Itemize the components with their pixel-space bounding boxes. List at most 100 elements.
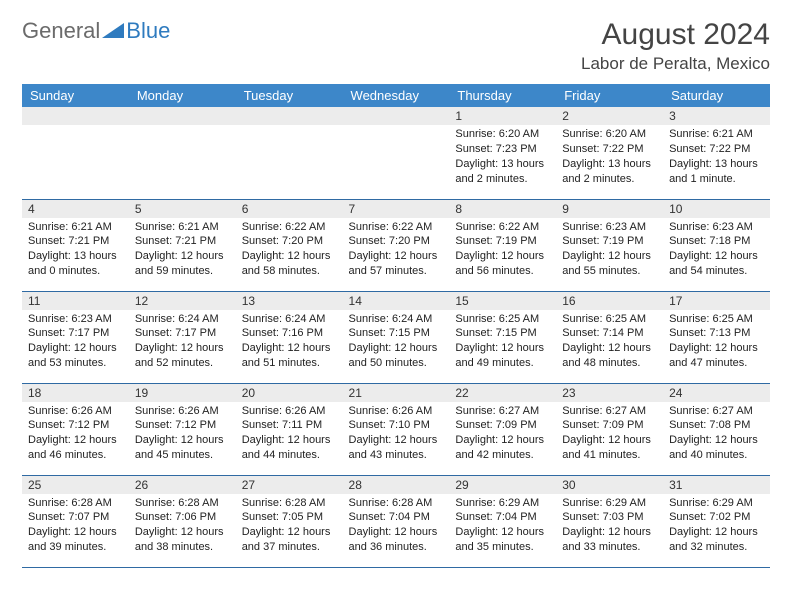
calendar-day-cell [343, 107, 450, 199]
day-content: Sunrise: 6:29 AMSunset: 7:04 PMDaylight:… [449, 494, 556, 559]
calendar-body: 1Sunrise: 6:20 AMSunset: 7:23 PMDaylight… [22, 107, 770, 567]
daylight-line: Daylight: 12 hours and 46 minutes. [28, 433, 123, 463]
calendar-table: SundayMondayTuesdayWednesdayThursdayFrid… [22, 84, 770, 568]
calendar-day-cell: 20Sunrise: 6:26 AMSunset: 7:11 PMDayligh… [236, 383, 343, 475]
calendar-day-cell: 10Sunrise: 6:23 AMSunset: 7:18 PMDayligh… [663, 199, 770, 291]
day-content: Sunrise: 6:25 AMSunset: 7:15 PMDaylight:… [449, 310, 556, 375]
sunset-line: Sunset: 7:06 PM [135, 510, 230, 525]
sunset-line: Sunset: 7:08 PM [669, 418, 764, 433]
day-number: 21 [343, 384, 450, 402]
day-number: 24 [663, 384, 770, 402]
weekday-header: Monday [129, 84, 236, 107]
sunset-line: Sunset: 7:15 PM [455, 326, 550, 341]
day-content: Sunrise: 6:27 AMSunset: 7:09 PMDaylight:… [449, 402, 556, 467]
day-number: 15 [449, 292, 556, 310]
daylight-line: Daylight: 12 hours and 48 minutes. [562, 341, 657, 371]
sunset-line: Sunset: 7:10 PM [349, 418, 444, 433]
daylight-line: Daylight: 12 hours and 39 minutes. [28, 525, 123, 555]
calendar-week-row: 18Sunrise: 6:26 AMSunset: 7:12 PMDayligh… [22, 383, 770, 475]
calendar-day-cell: 6Sunrise: 6:22 AMSunset: 7:20 PMDaylight… [236, 199, 343, 291]
sunset-line: Sunset: 7:09 PM [455, 418, 550, 433]
sunset-line: Sunset: 7:22 PM [562, 142, 657, 157]
day-number: 10 [663, 200, 770, 218]
sunrise-line: Sunrise: 6:27 AM [455, 404, 550, 419]
sunset-line: Sunset: 7:14 PM [562, 326, 657, 341]
calendar-day-cell: 30Sunrise: 6:29 AMSunset: 7:03 PMDayligh… [556, 475, 663, 567]
day-number: 3 [663, 107, 770, 125]
calendar-day-cell: 12Sunrise: 6:24 AMSunset: 7:17 PMDayligh… [129, 291, 236, 383]
sunrise-line: Sunrise: 6:22 AM [455, 220, 550, 235]
sunrise-line: Sunrise: 6:21 AM [135, 220, 230, 235]
sunset-line: Sunset: 7:07 PM [28, 510, 123, 525]
sunrise-line: Sunrise: 6:28 AM [242, 496, 337, 511]
daylight-line: Daylight: 12 hours and 42 minutes. [455, 433, 550, 463]
weekday-header: Saturday [663, 84, 770, 107]
day-number: 12 [129, 292, 236, 310]
sunrise-line: Sunrise: 6:26 AM [242, 404, 337, 419]
daylight-line: Daylight: 12 hours and 55 minutes. [562, 249, 657, 279]
calendar-day-cell: 16Sunrise: 6:25 AMSunset: 7:14 PMDayligh… [556, 291, 663, 383]
sunrise-line: Sunrise: 6:27 AM [669, 404, 764, 419]
weekday-header: Tuesday [236, 84, 343, 107]
daylight-line: Daylight: 12 hours and 43 minutes. [349, 433, 444, 463]
day-content: Sunrise: 6:29 AMSunset: 7:02 PMDaylight:… [663, 494, 770, 559]
daylight-line: Daylight: 12 hours and 47 minutes. [669, 341, 764, 371]
sunrise-line: Sunrise: 6:29 AM [669, 496, 764, 511]
day-content: Sunrise: 6:27 AMSunset: 7:08 PMDaylight:… [663, 402, 770, 467]
sunrise-line: Sunrise: 6:22 AM [349, 220, 444, 235]
sunset-line: Sunset: 7:18 PM [669, 234, 764, 249]
sunrise-line: Sunrise: 6:28 AM [135, 496, 230, 511]
day-content: Sunrise: 6:23 AMSunset: 7:18 PMDaylight:… [663, 218, 770, 283]
daylight-line: Daylight: 12 hours and 52 minutes. [135, 341, 230, 371]
day-number: 2 [556, 107, 663, 125]
day-number: 23 [556, 384, 663, 402]
day-number: 28 [343, 476, 450, 494]
calendar-day-cell [22, 107, 129, 199]
day-number: 6 [236, 200, 343, 218]
sunrise-line: Sunrise: 6:25 AM [562, 312, 657, 327]
sunset-line: Sunset: 7:12 PM [28, 418, 123, 433]
sunset-line: Sunset: 7:13 PM [669, 326, 764, 341]
sunrise-line: Sunrise: 6:28 AM [28, 496, 123, 511]
sunset-line: Sunset: 7:19 PM [562, 234, 657, 249]
header: General Blue August 2024 Labor de Peralt… [22, 18, 770, 74]
daylight-line: Daylight: 13 hours and 2 minutes. [562, 157, 657, 187]
calendar-day-cell: 4Sunrise: 6:21 AMSunset: 7:21 PMDaylight… [22, 199, 129, 291]
daylight-line: Daylight: 12 hours and 35 minutes. [455, 525, 550, 555]
location: Labor de Peralta, Mexico [581, 54, 770, 74]
sunrise-line: Sunrise: 6:22 AM [242, 220, 337, 235]
logo-text-blue: Blue [126, 18, 170, 44]
calendar-day-cell: 27Sunrise: 6:28 AMSunset: 7:05 PMDayligh… [236, 475, 343, 567]
daylight-line: Daylight: 12 hours and 59 minutes. [135, 249, 230, 279]
day-content [129, 125, 236, 131]
daylight-line: Daylight: 12 hours and 41 minutes. [562, 433, 657, 463]
day-content: Sunrise: 6:29 AMSunset: 7:03 PMDaylight:… [556, 494, 663, 559]
daylight-line: Daylight: 12 hours and 40 minutes. [669, 433, 764, 463]
calendar-day-cell: 13Sunrise: 6:24 AMSunset: 7:16 PMDayligh… [236, 291, 343, 383]
daylight-line: Daylight: 12 hours and 38 minutes. [135, 525, 230, 555]
day-number: 9 [556, 200, 663, 218]
day-number: 26 [129, 476, 236, 494]
day-content: Sunrise: 6:26 AMSunset: 7:11 PMDaylight:… [236, 402, 343, 467]
sunrise-line: Sunrise: 6:27 AM [562, 404, 657, 419]
sunrise-line: Sunrise: 6:20 AM [455, 127, 550, 142]
day-number: 22 [449, 384, 556, 402]
calendar-day-cell: 25Sunrise: 6:28 AMSunset: 7:07 PMDayligh… [22, 475, 129, 567]
weekday-header: Sunday [22, 84, 129, 107]
sunrise-line: Sunrise: 6:24 AM [242, 312, 337, 327]
daylight-line: Daylight: 12 hours and 36 minutes. [349, 525, 444, 555]
sunset-line: Sunset: 7:15 PM [349, 326, 444, 341]
sunrise-line: Sunrise: 6:26 AM [135, 404, 230, 419]
daylight-line: Daylight: 12 hours and 53 minutes. [28, 341, 123, 371]
weekday-header: Wednesday [343, 84, 450, 107]
daylight-line: Daylight: 12 hours and 57 minutes. [349, 249, 444, 279]
calendar-week-row: 11Sunrise: 6:23 AMSunset: 7:17 PMDayligh… [22, 291, 770, 383]
daylight-line: Daylight: 12 hours and 33 minutes. [562, 525, 657, 555]
sunset-line: Sunset: 7:17 PM [135, 326, 230, 341]
calendar-day-cell: 28Sunrise: 6:28 AMSunset: 7:04 PMDayligh… [343, 475, 450, 567]
sunset-line: Sunset: 7:20 PM [349, 234, 444, 249]
day-number: 8 [449, 200, 556, 218]
day-content: Sunrise: 6:23 AMSunset: 7:19 PMDaylight:… [556, 218, 663, 283]
daylight-line: Daylight: 12 hours and 50 minutes. [349, 341, 444, 371]
daylight-line: Daylight: 13 hours and 1 minute. [669, 157, 764, 187]
